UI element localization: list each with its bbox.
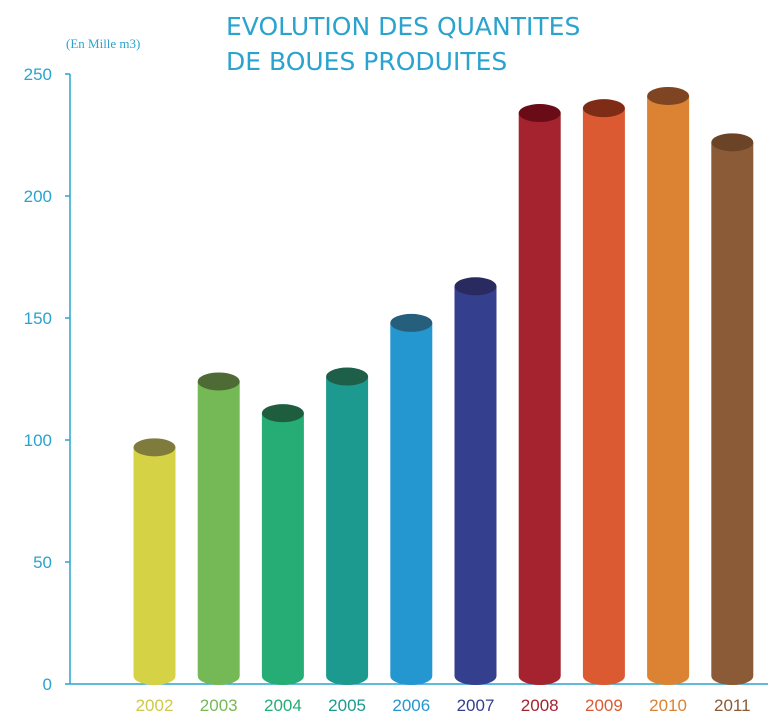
bar-top	[197, 372, 240, 391]
y-tick-label: 50	[33, 553, 52, 572]
x-tick-label: 2006	[392, 696, 430, 715]
x-tick-label: 2011	[714, 696, 751, 715]
bar-body	[197, 381, 240, 685]
y-tick-label: 200	[24, 187, 52, 206]
bar-body	[518, 113, 561, 686]
bar-2003	[197, 372, 240, 685]
x-tick-label: 2010	[649, 696, 687, 715]
x-tick-label: 2003	[200, 696, 238, 715]
bar-top	[390, 313, 433, 332]
y-ticks: 0 50 100 150 200 250	[24, 65, 70, 694]
x-tick-label: 2007	[457, 696, 495, 715]
x-tick-label: 2009	[585, 696, 623, 715]
y-tick-label: 0	[43, 675, 52, 694]
bar-body	[647, 95, 690, 685]
bars	[133, 86, 754, 686]
bar-top	[454, 277, 497, 296]
bar-body	[390, 322, 433, 685]
bar-2009	[582, 99, 625, 685]
y-tick-label: 100	[24, 431, 52, 450]
bar-top	[582, 99, 625, 118]
chart-title-line-2: DE BOUES PRODUITES	[226, 47, 507, 76]
bar-top	[261, 404, 304, 423]
bar-body	[582, 108, 625, 685]
bar-body	[261, 413, 304, 685]
bar-2011	[711, 133, 754, 685]
x-tick-label: 2005	[328, 696, 366, 715]
bar-top	[326, 367, 369, 386]
bar-body	[133, 447, 176, 685]
bar-body	[454, 286, 497, 685]
bar-top	[711, 133, 754, 152]
chart-title-line-1: EVOLUTION DES QUANTITES	[226, 12, 580, 41]
x-tick-label: 2004	[264, 696, 302, 715]
y-tick-label: 250	[24, 65, 52, 84]
y-tick-label: 150	[24, 309, 52, 328]
bar-2007	[454, 277, 497, 685]
bar-top	[133, 438, 176, 457]
bar-2004	[261, 404, 304, 685]
bar-body	[711, 142, 754, 685]
bar-2006	[390, 313, 433, 685]
bar-top	[647, 86, 690, 105]
bar-2010	[647, 86, 690, 685]
bar-body	[326, 376, 369, 685]
bar-top	[518, 104, 561, 123]
bar-2008	[518, 104, 561, 686]
x-tick-label: 2002	[136, 696, 174, 715]
x-tick-label: 2008	[521, 696, 559, 715]
y-axis-unit-label: (En Mille m3)	[66, 36, 140, 51]
bar-2002	[133, 438, 176, 685]
x-ticks: 2002 2003 2004 2005 2006 2007 2008 2009 2010 2011	[136, 696, 751, 715]
bar-2005	[326, 367, 369, 685]
